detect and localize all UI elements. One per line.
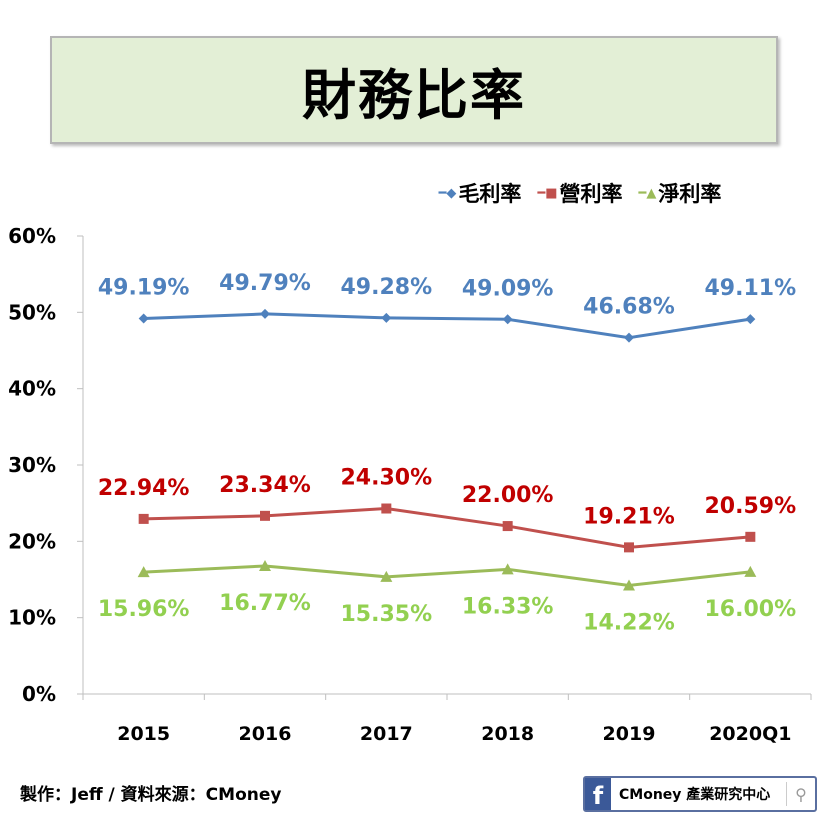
data-label: 49.79% xyxy=(219,271,311,296)
search-icon: ⚲ xyxy=(786,782,815,806)
data-label: 49.11% xyxy=(705,276,797,301)
data-point xyxy=(745,314,756,325)
legend-marker-icon: ━■ xyxy=(537,185,558,201)
y-tick-label: 0% xyxy=(22,682,56,706)
legend-item: ━▲ 淨利率 xyxy=(639,178,722,208)
data-label: 14.22% xyxy=(583,610,675,635)
y-tick-label: 50% xyxy=(8,300,56,324)
data-point xyxy=(502,314,513,325)
data-label: 24.30% xyxy=(341,466,433,491)
data-label: 16.77% xyxy=(219,591,311,616)
data-label: 22.00% xyxy=(462,483,554,508)
data-point xyxy=(260,510,270,521)
data-point xyxy=(623,579,635,591)
data-label: 19.21% xyxy=(583,504,675,529)
legend-label: 淨利率 xyxy=(658,182,722,206)
data-point xyxy=(501,563,514,575)
title-banner: 財務比率 xyxy=(50,36,778,144)
data-label: 15.96% xyxy=(98,597,190,622)
legend-item: ━■ 營利率 xyxy=(537,178,622,208)
data-point xyxy=(260,308,270,319)
data-label: 22.94% xyxy=(98,476,190,501)
x-tick-label: 2015 xyxy=(117,723,170,745)
data-point xyxy=(380,570,393,582)
data-point xyxy=(259,559,271,571)
x-tick-label: 2020Q1 xyxy=(709,723,791,745)
x-tick-label: 2016 xyxy=(239,723,292,745)
data-point xyxy=(745,531,756,542)
legend-marker-icon: ━▲ xyxy=(638,185,657,201)
y-tick-label: 10% xyxy=(8,606,56,630)
y-tick-label: 60% xyxy=(8,224,56,248)
data-label: 49.28% xyxy=(341,275,433,300)
series-line-1 xyxy=(143,507,751,549)
x-tick-label: 2018 xyxy=(481,723,534,745)
y-tick-label: 30% xyxy=(8,453,56,477)
data-label: 16.00% xyxy=(705,597,797,622)
series-line-2 xyxy=(143,564,751,587)
data-label: 46.68% xyxy=(583,295,675,320)
data-point xyxy=(744,565,757,577)
data-label: 16.33% xyxy=(462,594,554,619)
data-point xyxy=(138,313,149,324)
data-point xyxy=(624,542,634,553)
legend-marker-icon: ━◆ xyxy=(438,185,457,201)
data-point xyxy=(502,521,513,532)
legend-label: 營利率 xyxy=(559,182,623,206)
badge-text: CMoney 產業研究中心 xyxy=(619,787,771,803)
facebook-icon: f xyxy=(585,778,611,810)
credit-text: 製作：Jeff / 資料來源：CMoney xyxy=(20,785,282,805)
data-label: 49.19% xyxy=(98,276,190,301)
x-tick-label: 2017 xyxy=(360,723,413,745)
data-label: 49.09% xyxy=(462,276,554,301)
cmoney-facebook-badge[interactable]: f CMoney 產業研究中心 ⚲ xyxy=(583,776,817,812)
data-point xyxy=(381,503,392,514)
data-label: 23.34% xyxy=(219,473,311,498)
data-label: 20.59% xyxy=(705,494,797,519)
y-tick-label: 20% xyxy=(8,529,56,553)
y-tick-label: 40% xyxy=(8,377,56,401)
data-point xyxy=(137,566,150,578)
legend: ━◆ 毛利率 ━■ 營利率 ━▲ 淨利率 xyxy=(170,178,820,208)
legend-item: ━◆ 毛利率 xyxy=(439,178,522,208)
data-point xyxy=(624,332,634,343)
series-line-0 xyxy=(143,312,751,340)
data-point xyxy=(381,312,392,323)
page-title: 財務比率 xyxy=(302,63,526,127)
data-point xyxy=(138,513,149,524)
legend-label: 毛利率 xyxy=(458,182,522,206)
line-chart: 0% 10% 20% 30% 40% 50% 60% 2015 2016 2017 2018 2019… xyxy=(8,224,812,745)
data-label: 15.35% xyxy=(341,602,433,627)
x-tick-label: 2019 xyxy=(603,723,656,745)
